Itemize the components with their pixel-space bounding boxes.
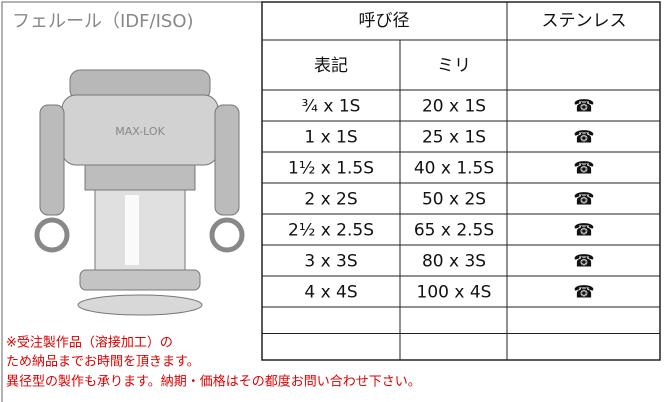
size-cell: 40 x 1.5S xyxy=(414,159,494,179)
size-cell: 1½ x 1.5S xyxy=(288,159,374,179)
phone-icon: ☎ xyxy=(573,283,594,303)
phone-icon: ☎ xyxy=(573,128,594,148)
size-cell: 3 x 3S xyxy=(304,252,357,272)
column-header: ステンレス xyxy=(542,11,627,31)
phone-icon: ☎ xyxy=(573,252,594,272)
note: 異径型の製作も承ります。納期・価格はその都度お問い合わせ下さい。 xyxy=(6,374,421,390)
size-cell: 2 x 2S xyxy=(304,190,357,210)
size-cell: 2½ x 2.5S xyxy=(288,221,374,241)
phone-icon: ☎ xyxy=(573,97,594,117)
column-header: 表記 xyxy=(314,56,348,76)
column-header: 呼び径 xyxy=(359,11,410,31)
size-table: 呼び径 ステンレス 表記 ミリ ¾ x 1S 20 x 1S ☎ 1 x 1S 25 x… xyxy=(261,1,661,361)
phone-icon: ☎ xyxy=(573,159,594,179)
size-cell: 25 x 1S xyxy=(422,128,486,148)
product-frame xyxy=(1,1,262,402)
svg-text:MAX-LOK: MAX-LOK xyxy=(115,125,165,138)
column-header: ミリ xyxy=(437,56,471,76)
size-cell: 4 x 4S xyxy=(304,283,357,303)
product-name: フェルール（IDF/ISO) xyxy=(12,11,194,32)
size-cell: 65 x 2.5S xyxy=(414,221,494,241)
product-image: MAX-LOK xyxy=(34,69,245,316)
size-cell: ¾ x 1S xyxy=(302,97,361,117)
size-cell: 20 x 1S xyxy=(422,97,486,117)
size-cell: 50 x 2S xyxy=(422,190,486,210)
size-cell: 80 x 3S xyxy=(422,252,486,272)
phone-icon: ☎ xyxy=(573,221,594,241)
size-cell: 1 x 1S xyxy=(304,128,357,148)
note: ため納品までお時間を頂きます。 xyxy=(6,355,200,370)
note: ※受注製作品（溶接加工）の xyxy=(6,335,173,351)
table-border xyxy=(261,1,661,361)
size-cell: 100 x 4S xyxy=(417,283,492,303)
phone-icon: ☎ xyxy=(573,190,594,210)
